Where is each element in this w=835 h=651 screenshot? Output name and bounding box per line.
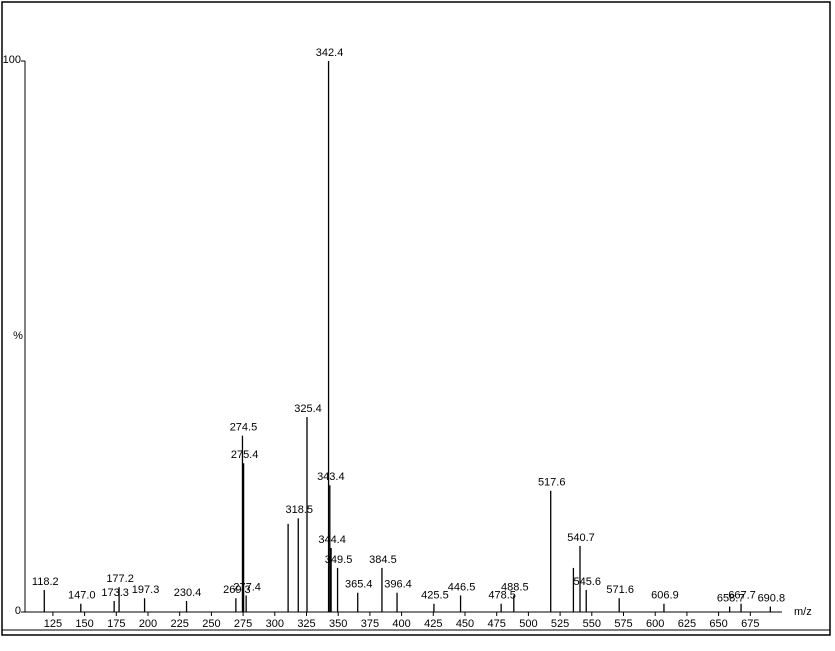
peak-label: 446.5: [448, 581, 476, 593]
peak-label: 230.4: [174, 587, 202, 599]
x-tick-label: 375: [361, 618, 379, 630]
peak-label: 517.6: [538, 477, 566, 489]
peak-label: 177.2: [106, 573, 134, 585]
x-tick-label: 550: [583, 618, 601, 630]
peak-label: 396.4: [384, 579, 412, 591]
peak-label: 571.6: [606, 584, 634, 596]
peak-label: 667.7: [728, 590, 756, 602]
peak-label: 318.5: [285, 504, 313, 516]
peak-label: 488.5: [501, 581, 529, 593]
x-tick-label: 325: [297, 618, 315, 630]
x-tick-label: 200: [139, 618, 157, 630]
x-tick-label: 350: [329, 618, 347, 630]
peak-label: 540.7: [567, 532, 595, 544]
peak-label: 606.9: [651, 590, 679, 602]
x-tick-label: 575: [614, 618, 632, 630]
y-tick-label: 100: [3, 54, 21, 66]
peak-label: 147.0: [68, 590, 96, 602]
x-tick-label: 225: [171, 618, 189, 630]
x-tick-label: 450: [456, 618, 474, 630]
peak-label: 658.7: [717, 592, 745, 604]
peak-label: 545.6: [573, 576, 601, 588]
x-tick-label: 600: [646, 618, 664, 630]
x-tick-label: 675: [741, 618, 759, 630]
peak-label: 173.3: [101, 587, 129, 599]
x-tick-label: 500: [519, 618, 537, 630]
x-tick-label: 400: [392, 618, 410, 630]
x-axis-label: m/z: [794, 606, 812, 618]
x-tick-label: 425: [424, 618, 442, 630]
peak-label: 118.2: [32, 576, 59, 588]
peak-label: 478.5: [488, 590, 516, 602]
y-tick-label: 0: [15, 605, 21, 617]
x-tick-label: 525: [551, 618, 569, 630]
y-axis-label: %: [13, 330, 23, 342]
peak-label: 274.5: [230, 422, 258, 434]
peak-label: 425.5: [421, 590, 449, 602]
x-tick-label: 650: [709, 618, 727, 630]
x-tick-label: 300: [266, 618, 284, 630]
peak-label: 349.5: [325, 554, 353, 566]
x-tick-label: 175: [107, 618, 125, 630]
peak-label: 325.4: [294, 403, 322, 415]
peak-label: 365.4: [345, 579, 373, 591]
x-tick-label: 625: [678, 618, 696, 630]
peak-label: 690.8: [758, 592, 786, 604]
peak-label: 275.4: [231, 449, 259, 461]
x-tick-label: 150: [75, 618, 93, 630]
peak-label: 384.5: [369, 554, 397, 566]
x-tick-label: 275: [234, 618, 252, 630]
peak-label: 277.4: [233, 581, 261, 593]
x-tick-label: 475: [488, 618, 506, 630]
peak-label: 197.3: [132, 584, 160, 596]
peak-label: 344.4: [318, 534, 346, 546]
peak-label: 342.4: [316, 47, 344, 59]
x-tick-label: 125: [44, 618, 62, 630]
frame: [1, 1, 831, 636]
x-tick-label: 250: [202, 618, 220, 630]
peak-label: 343.4: [317, 471, 345, 483]
